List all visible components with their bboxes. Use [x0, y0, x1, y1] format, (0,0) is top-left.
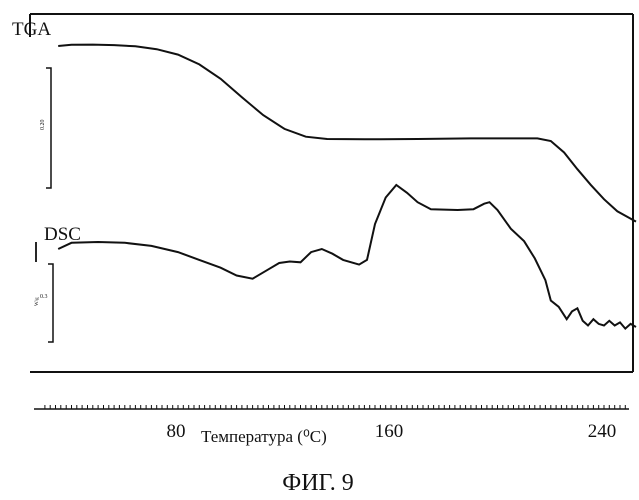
tga-scale-label: 0.20: [40, 120, 46, 131]
dsc-curve: [58, 185, 636, 329]
series-label-tga: TGA: [12, 19, 51, 40]
tga-scale-bar: [46, 68, 51, 188]
x-tick-label: 240: [588, 421, 617, 442]
x-tick-label: 80: [167, 421, 186, 442]
tga-curve: [58, 45, 636, 222]
x-axis-label: Температура (⁰C): [201, 427, 327, 446]
dsc-scale-label: 0.3: [40, 294, 48, 300]
dsc-scale-bar: [48, 264, 53, 342]
x-tick-label: 160: [375, 421, 404, 442]
figure-caption: ФИГ. 9: [282, 470, 353, 496]
dsc-scale-unit: W/g: [35, 297, 40, 306]
